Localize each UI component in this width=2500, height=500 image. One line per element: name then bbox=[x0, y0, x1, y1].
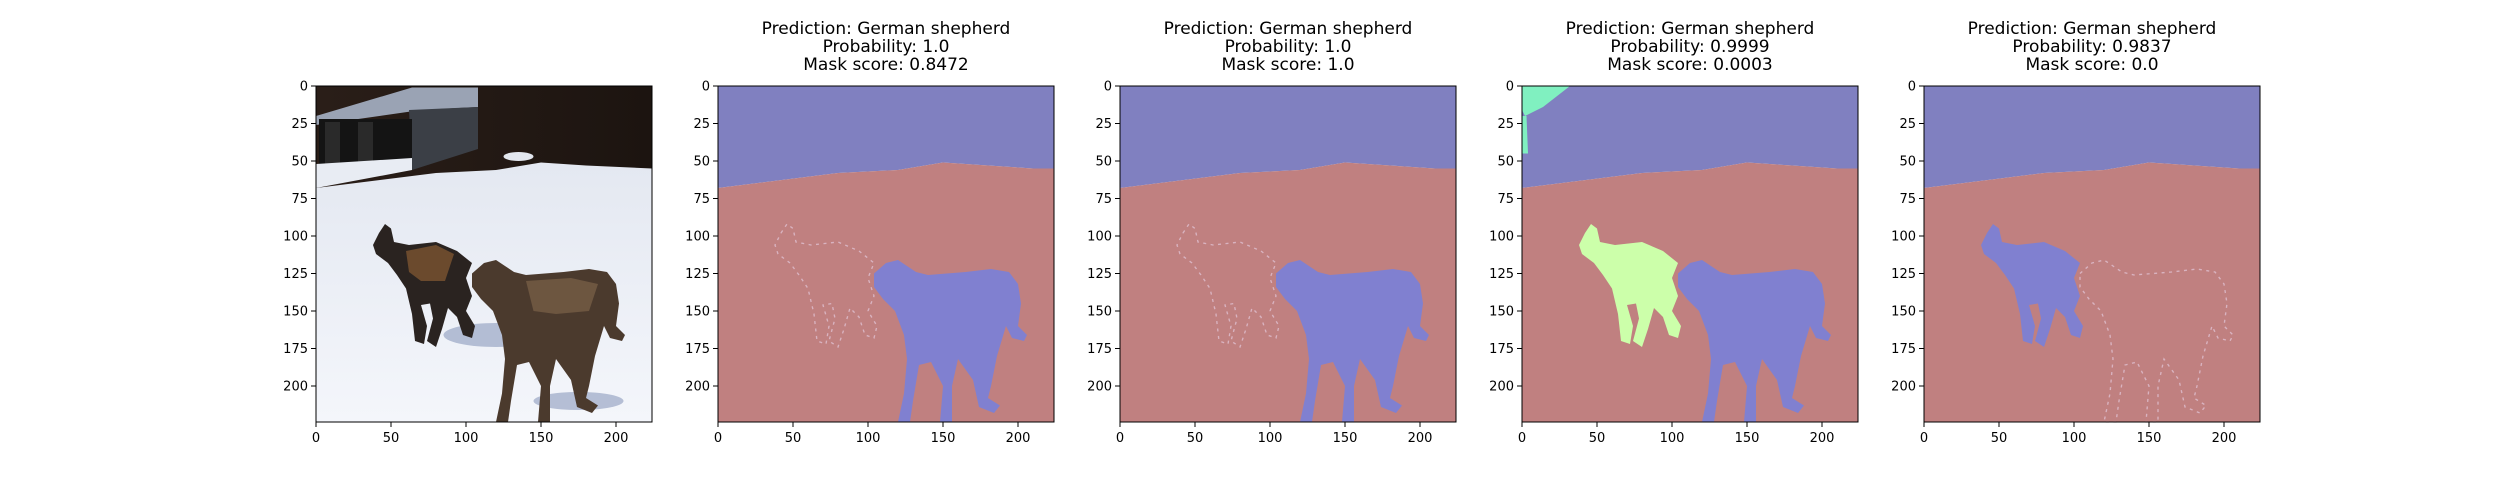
axes-frame bbox=[315, 85, 653, 423]
x-tick-label: 150 bbox=[1735, 431, 1760, 446]
x-tick-label: 100 bbox=[856, 431, 881, 446]
y-tick-label: 75 bbox=[291, 192, 308, 207]
y-tick-label: 0 bbox=[1104, 80, 1112, 95]
x-tick-label: 50 bbox=[1589, 431, 1606, 446]
segmentation-mask bbox=[1924, 86, 2260, 423]
x-tick-label: 150 bbox=[529, 431, 554, 446]
y-tick-label: 75 bbox=[1095, 192, 1112, 207]
y-tick-label: 200 bbox=[1489, 380, 1514, 395]
x-tick-label: 200 bbox=[604, 431, 629, 446]
y-tick-label: 200 bbox=[1891, 380, 1916, 395]
x-tick-label: 0 bbox=[312, 431, 320, 446]
y-tick-label: 100 bbox=[1891, 230, 1916, 245]
y-tick-label: 150 bbox=[685, 305, 710, 320]
y-tick-label: 75 bbox=[693, 192, 710, 207]
panel-3: Prediction: German shepherdProbability: … bbox=[1087, 19, 1457, 446]
x-tick-label: 100 bbox=[1258, 431, 1283, 446]
panel-title-line: Probability: 0.9999 bbox=[1610, 37, 1769, 57]
y-tick-label: 150 bbox=[1489, 305, 1514, 320]
y-tick-label: 175 bbox=[1891, 342, 1916, 357]
panel-title-line: Mask score: 0.8472 bbox=[803, 55, 968, 75]
x-tick-label: 50 bbox=[1187, 431, 1204, 446]
panel-title-line: Prediction: German shepherd bbox=[1566, 19, 1815, 39]
y-tick-label: 75 bbox=[1497, 192, 1514, 207]
x-tick-label: 200 bbox=[1810, 431, 1835, 446]
y-tick-label: 50 bbox=[1497, 155, 1514, 170]
segmentation-mask bbox=[1120, 86, 1456, 422]
y-tick-label: 200 bbox=[283, 380, 308, 395]
x-tick-label: 50 bbox=[1991, 431, 2008, 446]
y-tick-label: 100 bbox=[283, 230, 308, 245]
y-tick-label: 125 bbox=[1891, 267, 1916, 282]
axes-frame bbox=[1521, 85, 1859, 423]
x-tick-label: 100 bbox=[454, 431, 479, 446]
y-tick-label: 25 bbox=[1497, 117, 1514, 132]
y-tick-label: 25 bbox=[693, 117, 710, 132]
y-tick-label: 50 bbox=[693, 155, 710, 170]
y-tick-label: 150 bbox=[283, 305, 308, 320]
y-tick-label: 150 bbox=[1891, 305, 1916, 320]
y-tick-label: 175 bbox=[283, 342, 308, 357]
x-tick-label: 0 bbox=[1116, 431, 1124, 446]
y-tick-label: 125 bbox=[1087, 267, 1112, 282]
x-tick-label: 0 bbox=[714, 431, 722, 446]
panels: 0 50 100 150 2000255075100125150175200Predic… bbox=[283, 19, 2261, 446]
x-tick-label: 200 bbox=[1408, 431, 1433, 446]
x-tick-label: 150 bbox=[2137, 431, 2162, 446]
x-tick-label: 200 bbox=[1006, 431, 1031, 446]
x-tick-label: 150 bbox=[931, 431, 956, 446]
panel-title-line: Mask score: 0.0 bbox=[2025, 55, 2158, 75]
y-tick-label: 75 bbox=[1899, 192, 1916, 207]
x-tick-label: 50 bbox=[785, 431, 802, 446]
y-tick-label: 25 bbox=[291, 117, 308, 132]
y-tick-label: 125 bbox=[1489, 267, 1514, 282]
y-tick-label: 0 bbox=[300, 80, 308, 95]
panel-2: Prediction: German shepherdProbability: … bbox=[685, 19, 1055, 446]
panel-5: Prediction: German shepherdProbability: … bbox=[1891, 19, 2261, 446]
panel-title-line: Mask score: 1.0 bbox=[1221, 55, 1354, 75]
segmentation-mask bbox=[718, 86, 1054, 422]
y-tick-label: 0 bbox=[1908, 80, 1916, 95]
panel-title-line: Mask score: 0.0003 bbox=[1607, 55, 1772, 75]
panel-title-line: Prediction: German shepherd bbox=[1164, 19, 1413, 39]
x-tick-label: 0 bbox=[1518, 431, 1526, 446]
x-tick-label: 150 bbox=[1333, 431, 1358, 446]
x-tick-label: 200 bbox=[2212, 431, 2237, 446]
y-tick-label: 175 bbox=[685, 342, 710, 357]
axes-frame bbox=[1119, 85, 1457, 423]
y-tick-label: 125 bbox=[685, 267, 710, 282]
source-photo bbox=[316, 86, 652, 422]
y-tick-label: 0 bbox=[702, 80, 710, 95]
y-tick-label: 50 bbox=[1899, 155, 1916, 170]
x-tick-label: 100 bbox=[2062, 431, 2087, 446]
panel-4: Prediction: German shepherdProbability: … bbox=[1489, 19, 1859, 446]
x-tick-label: 100 bbox=[1660, 431, 1685, 446]
axes-frame bbox=[1923, 85, 2261, 423]
y-tick-label: 175 bbox=[1087, 342, 1112, 357]
y-tick-label: 100 bbox=[1489, 230, 1514, 245]
panel-title-line: Prediction: German shepherd bbox=[762, 19, 1011, 39]
y-tick-label: 125 bbox=[283, 267, 308, 282]
panel-title-line: Prediction: German shepherd bbox=[1968, 19, 2217, 39]
x-tick-label: 50 bbox=[383, 431, 400, 446]
y-tick-label: 100 bbox=[1087, 230, 1112, 245]
x-tick-label: 0 bbox=[1920, 431, 1928, 446]
y-tick-label: 150 bbox=[1087, 305, 1112, 320]
y-tick-label: 50 bbox=[1095, 155, 1112, 170]
panel-title-line: Probability: 1.0 bbox=[823, 37, 950, 57]
y-tick-label: 200 bbox=[1087, 380, 1112, 395]
panel-title-line: Probability: 1.0 bbox=[1225, 37, 1352, 57]
y-tick-label: 25 bbox=[1095, 117, 1112, 132]
y-tick-label: 0 bbox=[1506, 80, 1514, 95]
y-tick-label: 175 bbox=[1489, 342, 1514, 357]
panel-title-line: Probability: 0.9837 bbox=[2012, 37, 2171, 57]
panel-1: 0 50 100 150 200 0 25 50 75 100 125 150 175 200 bbox=[283, 80, 653, 446]
y-tick-label: 200 bbox=[685, 380, 710, 395]
segmentation-mask bbox=[1522, 86, 1858, 422]
y-tick-label: 100 bbox=[685, 230, 710, 245]
axes-frame bbox=[717, 85, 1055, 423]
y-tick-label: 25 bbox=[1899, 117, 1916, 132]
y-tick-label: 50 bbox=[291, 155, 308, 170]
